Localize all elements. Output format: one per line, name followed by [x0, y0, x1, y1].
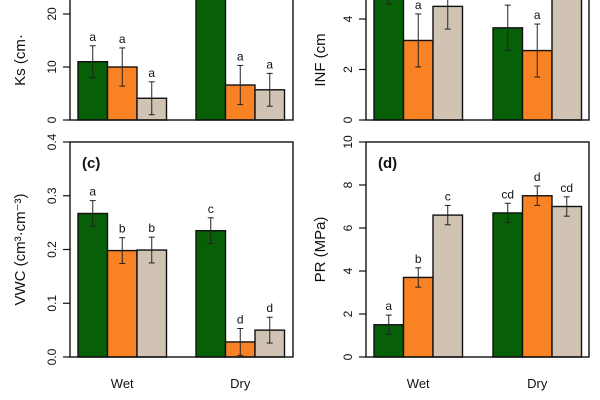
- error-bar: [444, 0, 451, 30]
- bar: [136, 249, 168, 358]
- error-bar: [237, 328, 244, 356]
- y-tick-label: 4: [341, 15, 355, 22]
- bar: [551, 0, 583, 121]
- error-bar: [148, 236, 155, 264]
- panel-1: a a a a a 0 10 20 Ks (cm·: [12, 0, 294, 123]
- panel-3: a c b d b d 0.0 0.1 0.2 0.3 0.4 VWC (cm³·cm⁻³) (c) We…: [12, 133, 294, 391]
- error-bar: [534, 23, 541, 78]
- y-axis-label: VWC (cm³·cm⁻³): [12, 193, 29, 305]
- error-bar: [89, 45, 96, 79]
- x-category-label: Dry: [527, 376, 548, 391]
- significance-letter: cd: [560, 181, 573, 195]
- error-bar: [148, 81, 155, 116]
- significance-letter: d: [237, 313, 244, 327]
- significance-letter: a: [534, 8, 541, 22]
- error-bar: [415, 13, 422, 68]
- error-bar: [266, 316, 273, 344]
- bar: [195, 0, 227, 121]
- significance-letter: d: [534, 170, 541, 184]
- significance-letter: a: [89, 30, 96, 44]
- error-bar: [89, 200, 96, 227]
- significance-letter: a: [504, 0, 511, 3]
- x-category-label: Wet: [407, 376, 430, 391]
- y-axis-label: INF (cm: [312, 33, 329, 86]
- error-bar: [415, 267, 422, 288]
- y-tick-label: 0.2: [45, 241, 59, 258]
- significance-letter: a: [148, 66, 155, 80]
- significance-letter: d: [266, 301, 273, 315]
- y-tick-label: 2: [341, 66, 355, 73]
- error-bar: [385, 0, 392, 5]
- significance-letter: a: [415, 0, 422, 12]
- significance-letter: a: [119, 32, 126, 46]
- y-axis-label: PR (MPa): [312, 217, 329, 283]
- bar: [521, 195, 553, 358]
- error-bar: [534, 185, 541, 206]
- panel-2: a a a 0 2 4 INF (cm: [312, 0, 590, 123]
- y-tick-label: 10: [341, 135, 355, 149]
- y-tick-label: 2: [341, 310, 355, 317]
- y-tick-label: 0: [341, 353, 355, 360]
- x-category-label: Wet: [111, 376, 134, 391]
- significance-letter: a: [385, 299, 392, 313]
- error-bar: [119, 237, 126, 264]
- error-bar: [444, 204, 451, 226]
- bar: [432, 214, 464, 358]
- y-tick-label: 6: [341, 224, 355, 231]
- x-category-label: Dry: [230, 376, 251, 391]
- significance-letter: b: [119, 222, 126, 236]
- error-bar: [504, 202, 511, 224]
- bar: [373, 0, 405, 121]
- error-bar: [504, 4, 511, 52]
- bar: [106, 249, 138, 358]
- bar: [551, 205, 583, 358]
- y-tick-label: 8: [341, 181, 355, 188]
- y-tick-label: 0.4: [45, 133, 59, 150]
- panel-label: (d): [378, 155, 397, 172]
- y-tick-label: 0: [341, 116, 355, 123]
- bar: [492, 212, 524, 358]
- y-tick-label: 10: [45, 60, 59, 74]
- significance-letter: b: [415, 252, 422, 266]
- significance-letter: b: [148, 221, 155, 235]
- significance-letter: cd: [501, 187, 514, 201]
- bar: [402, 276, 434, 358]
- plot-frame: [365, 141, 590, 358]
- y-tick-label: 0.1: [45, 295, 59, 312]
- error-bar: [119, 47, 126, 87]
- y-tick-label: 0.3: [45, 187, 59, 204]
- panel-label: (c): [82, 155, 100, 172]
- error-bar: [266, 72, 273, 107]
- error-bar: [385, 314, 392, 335]
- y-tick-label: 20: [45, 7, 59, 21]
- error-bar: [563, 196, 570, 217]
- y-tick-label: 0: [45, 116, 59, 123]
- y-tick-label: 0.0: [45, 348, 59, 365]
- bar: [77, 212, 109, 358]
- y-axis-label: Ks (cm·: [12, 34, 29, 86]
- error-bar: [207, 217, 214, 245]
- significance-letter: c: [208, 202, 214, 216]
- panel-4: a cd b d c cd 0 2 4 6 8 10 PR (MPa) (d) Wet Dry: [312, 135, 590, 391]
- error-bar: [237, 64, 244, 106]
- y-tick-label: 4: [341, 267, 355, 274]
- significance-letter: a: [237, 49, 244, 63]
- significance-letter: a: [89, 185, 96, 199]
- significance-letter: c: [445, 189, 451, 203]
- significance-letter: a: [266, 57, 273, 71]
- bar: [195, 229, 227, 358]
